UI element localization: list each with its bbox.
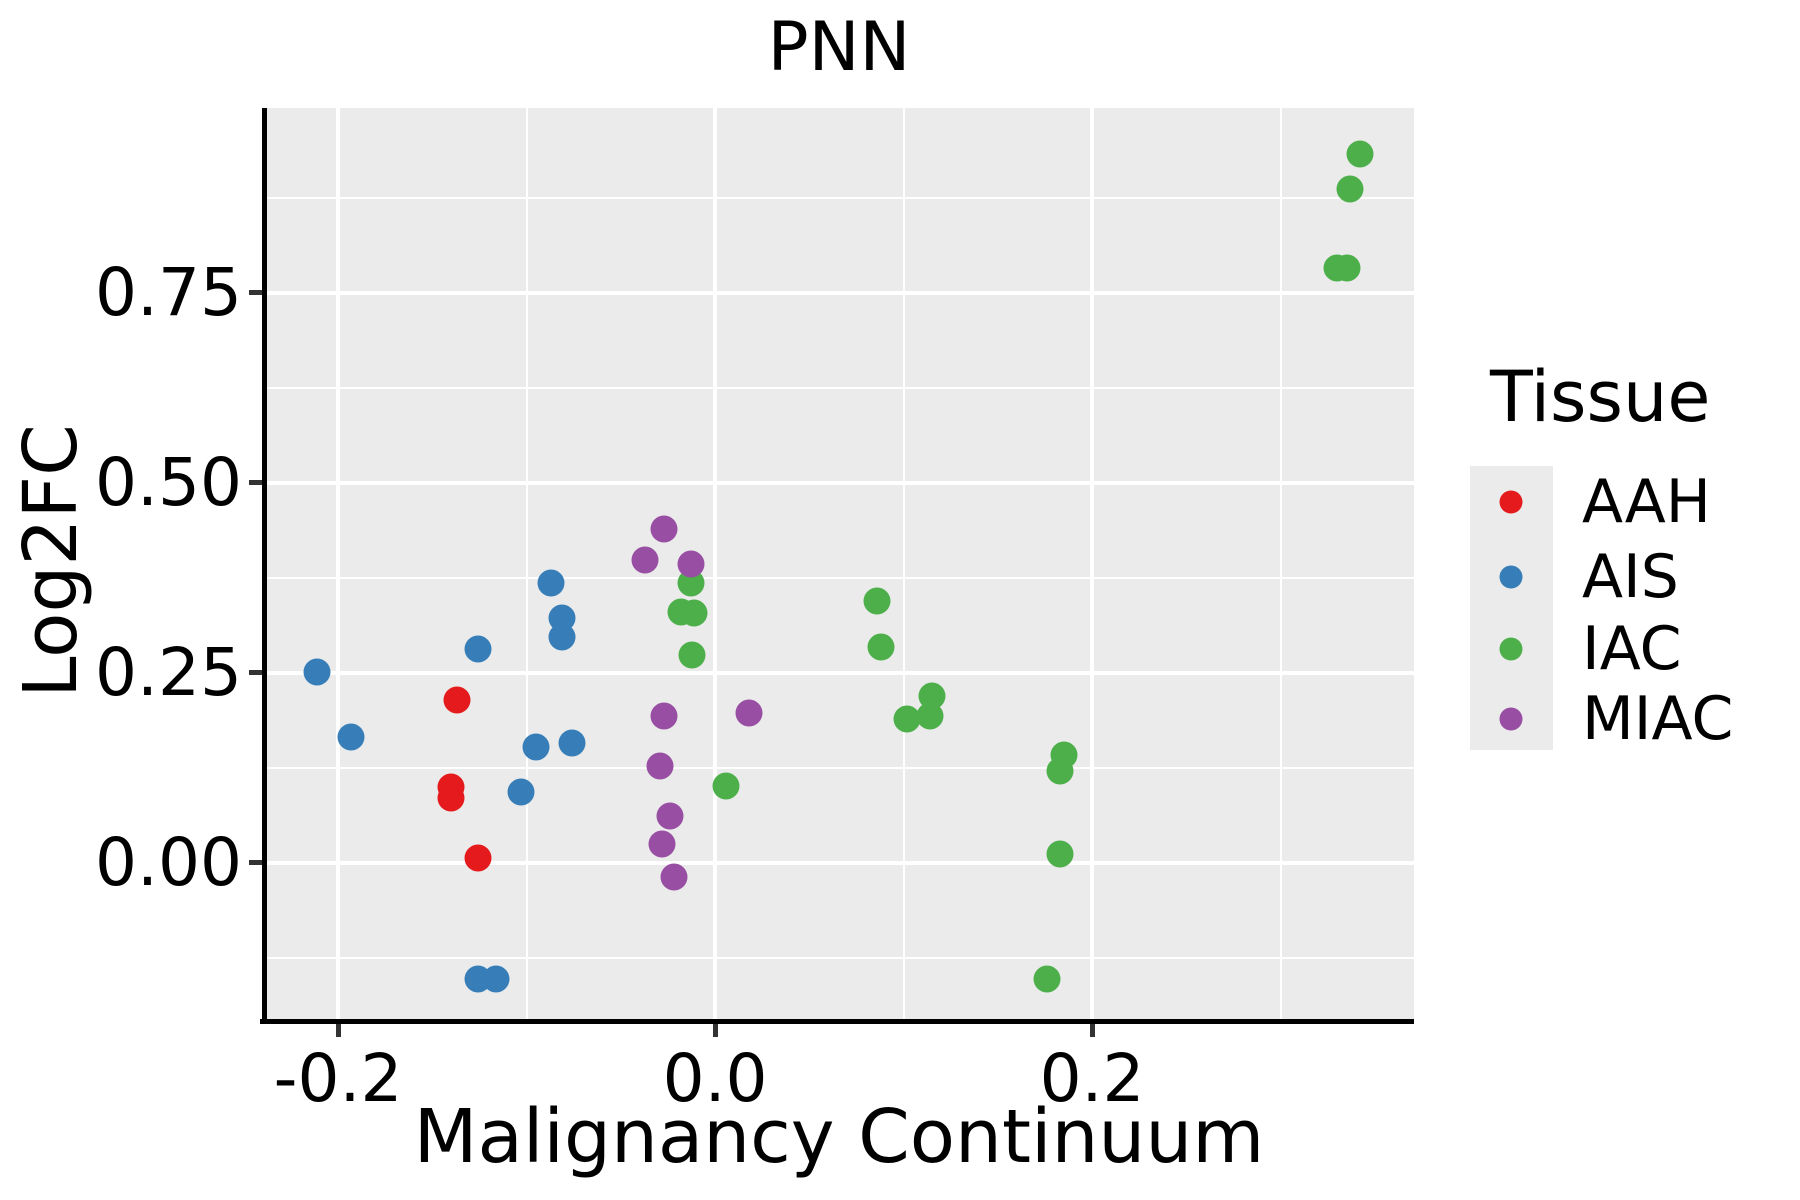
minor-gridline-y [264,766,1414,769]
major-gridline-x [713,108,718,1021]
legend-label-ais: AIS [1582,542,1679,612]
data-point-miac [631,546,659,574]
data-point-iac [1333,254,1361,282]
major-gridline-x [336,108,341,1021]
y-tick-label: 0.25 [95,633,242,711]
data-point-miac [648,830,676,858]
y-tick-label: 0.00 [95,823,242,901]
chart-title: PNN [767,8,911,87]
y-tick-label: 0.50 [95,443,242,521]
y-tick-mark [249,670,262,676]
major-gridline-y [264,670,1414,675]
data-point-ais [522,733,550,761]
x-tick-label: 0.0 [662,1040,768,1117]
x-axis-title: Malignancy Continuum [413,1094,1265,1180]
minor-gridline-y [264,956,1414,959]
data-point-ais [507,778,535,806]
minor-gridline-x [1279,108,1282,1021]
data-point-miac [650,702,678,730]
data-point-ais [548,623,576,651]
data-point-iac [1033,965,1061,993]
legend-title: Tissue [1490,356,1711,438]
data-point-aah [464,844,492,872]
legend-dot-ais [1499,565,1523,589]
x-tick-mark [335,1024,341,1037]
y-tick-mark [249,480,262,486]
legend-key-background [1470,466,1553,750]
x-tick-mark [712,1024,718,1037]
data-point-aah [443,686,471,714]
data-point-ais [537,569,565,597]
y-tick-mark [249,290,262,296]
data-point-iac [867,633,895,661]
data-point-iac [1046,840,1074,868]
minor-gridline-y [264,196,1414,199]
data-point-iac [916,702,944,730]
data-point-iac [1336,175,1364,203]
data-point-aah [437,784,465,812]
data-point-ais [303,658,331,686]
data-point-ais [558,729,586,757]
data-point-iac [1346,140,1374,168]
y-tick-label: 0.75 [95,253,242,331]
data-point-iac [1046,757,1074,785]
x-axis-line [260,1019,1414,1024]
data-point-iac [680,599,708,627]
y-tick-mark [249,860,262,866]
x-tick-mark [1089,1024,1095,1037]
data-point-miac [650,515,678,543]
major-gridline-y [264,480,1414,485]
legend-label-aah: AAH [1582,467,1711,537]
y-axis-line [262,108,267,1024]
x-tick-label: -0.2 [273,1040,403,1117]
data-point-miac [660,863,688,891]
legend-label-iac: IAC [1582,614,1682,684]
data-point-miac [735,699,763,727]
minor-gridline-x [525,108,528,1021]
data-point-miac [656,802,684,830]
legend-dot-iac [1499,637,1523,661]
major-gridline-x [1090,108,1095,1021]
data-point-miac [677,550,705,578]
major-gridline-y [264,860,1414,865]
minor-gridline-y [264,576,1414,579]
data-point-ais [482,965,510,993]
data-point-ais [464,635,492,663]
major-gridline-y [264,290,1414,295]
minor-gridline-x [902,108,905,1021]
y-axis-title: Log2FC [8,424,94,698]
data-point-ais [337,723,365,751]
minor-gridline-y [264,386,1414,389]
legend-dot-miac [1499,707,1523,731]
data-point-iac [712,772,740,800]
x-tick-label: 0.2 [1039,1040,1145,1117]
data-point-iac [863,587,891,615]
data-point-miac [646,752,674,780]
legend-dot-aah [1499,490,1523,514]
plot-panel [264,108,1414,1021]
data-point-iac [678,641,706,669]
legend-label-miac: MIAC [1582,684,1734,754]
data-point-iac [893,705,921,733]
